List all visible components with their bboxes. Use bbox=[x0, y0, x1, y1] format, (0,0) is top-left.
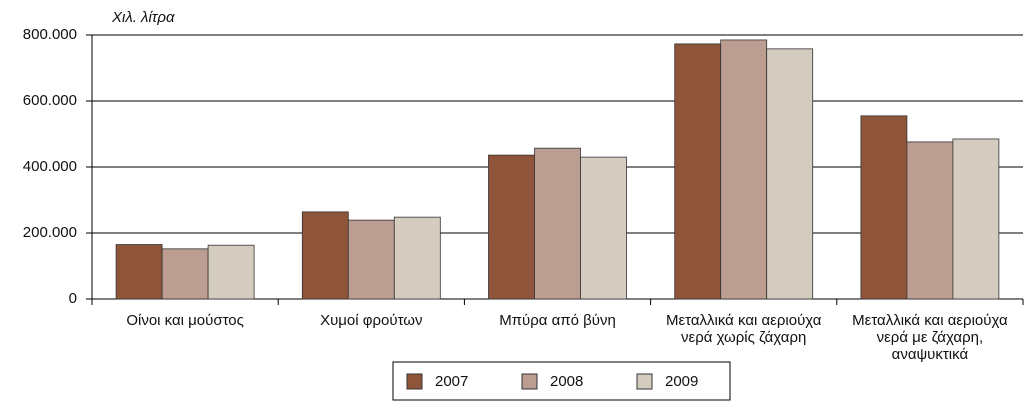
bar bbox=[488, 154, 535, 300]
bar bbox=[720, 39, 768, 300]
x-tick-label: Μεταλλικά και αεριούχα νερά χωρίς ζάχαρη bbox=[665, 312, 822, 346]
y-tick-label: 600.000 bbox=[23, 92, 77, 109]
legend-swatch bbox=[636, 373, 653, 390]
legend-swatch bbox=[406, 373, 423, 390]
y-tick-label: 200.000 bbox=[23, 224, 77, 241]
legend-label: 2009 bbox=[665, 373, 698, 390]
legend-box bbox=[392, 361, 731, 401]
bar bbox=[580, 156, 627, 300]
bar bbox=[115, 244, 163, 300]
bar bbox=[393, 216, 441, 300]
x-tick-label: Χυμοί φρούτων bbox=[320, 312, 423, 329]
y-tick-label: 400.000 bbox=[23, 158, 77, 175]
bar bbox=[860, 115, 908, 300]
bar bbox=[207, 244, 255, 300]
bar bbox=[161, 248, 209, 300]
legend-swatch bbox=[521, 373, 538, 390]
x-tick-label: Μπύρα από βύνη bbox=[499, 312, 616, 329]
y-axis-label: Χιλ. λίτρα bbox=[111, 9, 175, 26]
y-tick-label: 0 bbox=[69, 290, 77, 307]
legend-label: 2008 bbox=[550, 373, 583, 390]
bar bbox=[301, 211, 349, 300]
bar bbox=[766, 48, 814, 300]
legend-label: 2007 bbox=[435, 373, 468, 390]
bar bbox=[534, 147, 581, 300]
bar bbox=[906, 141, 954, 300]
bar bbox=[674, 43, 722, 300]
bar bbox=[347, 219, 395, 300]
y-tick-label: 800.000 bbox=[23, 26, 77, 43]
bar bbox=[952, 138, 1000, 300]
x-tick-label: Οίνοι και μούστος bbox=[126, 312, 244, 329]
x-tick-label: Μεταλλικά και αεριούχα νερά με ζάχαρη, α… bbox=[852, 312, 1008, 363]
